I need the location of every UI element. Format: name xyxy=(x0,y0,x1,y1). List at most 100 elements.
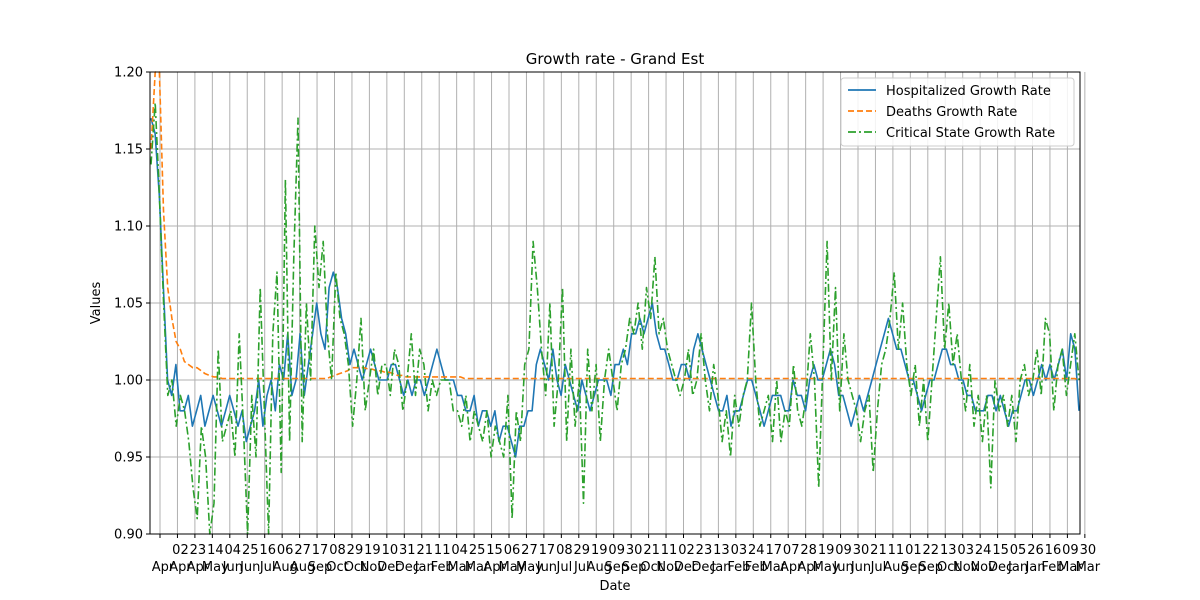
x-tick-month-label: Jun xyxy=(239,560,260,575)
x-tick-month-label: Aug xyxy=(272,560,297,575)
x-tick-month-label: Dec xyxy=(691,560,716,575)
x-tick-month-label: Jul xyxy=(259,560,276,575)
x-tick-day-label: 22 xyxy=(923,543,940,558)
x-tick-day-label: 15 xyxy=(992,543,1009,558)
x-tick-month-label: Nov xyxy=(360,560,386,575)
x-tick-month-label: Jul xyxy=(573,560,590,575)
x-tick-month-label: Jun xyxy=(536,560,557,575)
x-tick-day-label: 03 xyxy=(957,543,974,558)
y-axis-title: Values xyxy=(89,282,104,325)
x-tick-month-label: Nov xyxy=(970,560,996,575)
x-tick-day-label: 19 xyxy=(364,543,381,558)
x-tick-month-label: Mar xyxy=(1076,560,1101,575)
x-tick-month-label: Nov xyxy=(656,560,682,575)
x-tick-day-label: 29 xyxy=(347,543,364,558)
x-tick-day-label: 17 xyxy=(312,543,329,558)
x-tick-day-label: 27 xyxy=(294,543,311,558)
x-tick-day-label: 08 xyxy=(329,543,346,558)
x-tick-day-label: 28 xyxy=(800,543,817,558)
x-tick-month-label: Apr xyxy=(797,560,820,575)
y-tick-label: 1.05 xyxy=(114,297,143,312)
y-tick-label: 0.90 xyxy=(114,528,143,543)
y-tick-label: 1.00 xyxy=(114,374,143,389)
x-tick-month-label: Sep xyxy=(308,560,333,575)
x-tick-month-label: May xyxy=(202,560,229,575)
series-line-3 xyxy=(150,102,1080,535)
x-tick-day-label: 16 xyxy=(259,543,276,558)
x-tick-month-label: Mar xyxy=(761,560,786,575)
x-tick-day-label: 21 xyxy=(870,543,887,558)
x-tick-day-label: 19 xyxy=(591,543,608,558)
x-tick-day-label: 30 xyxy=(1080,543,1097,558)
x-tick-day-label: 19 xyxy=(818,543,835,558)
x-tick-month-label: Feb xyxy=(431,560,454,575)
x-tick-day-label: 25 xyxy=(469,543,486,558)
chart-title: Growth rate - Grand Est xyxy=(526,50,705,68)
x-tick-day-label: 11 xyxy=(434,543,451,558)
x-tick-month-label: Nov xyxy=(953,560,979,575)
y-tick-label: 1.20 xyxy=(114,66,143,81)
x-tick-month-label: Sep xyxy=(604,560,629,575)
x-tick-month-label: Dec xyxy=(395,560,420,575)
x-axis: Apr02Apr23Apr14May04Jun25Jun16Jul06Aug27… xyxy=(152,534,1101,575)
x-tick-day-label: 24 xyxy=(975,543,992,558)
x-tick-day-label: 30 xyxy=(853,543,870,558)
x-tick-month-label: Jun xyxy=(832,560,853,575)
x-tick-month-label: May xyxy=(813,560,840,575)
x-tick-day-label: 06 xyxy=(277,543,294,558)
x-tick-day-label: 24 xyxy=(748,543,765,558)
x-axis-title: Date xyxy=(599,579,630,594)
series-layer xyxy=(150,71,1080,535)
x-tick-month-label: Jun xyxy=(850,560,871,575)
x-tick-day-label: 05 xyxy=(1010,543,1027,558)
x-tick-day-label: 31 xyxy=(399,543,416,558)
x-tick-month-label: Jan xyxy=(710,560,731,575)
x-tick-month-label: Apr xyxy=(169,560,192,575)
x-tick-day-label: 10 xyxy=(382,543,399,558)
legend-label: Hospitalized Growth Rate xyxy=(886,84,1051,99)
x-tick-day-label: 13 xyxy=(713,543,730,558)
x-tick-month-label: Feb xyxy=(727,560,750,575)
x-tick-month-label: Oct xyxy=(937,560,959,575)
x-tick-month-label: Jan xyxy=(1007,560,1028,575)
x-tick-month-label: Apr xyxy=(483,560,506,575)
x-tick-month-label: Oct xyxy=(640,560,662,575)
x-tick-day-label: 25 xyxy=(242,543,259,558)
x-tick-month-label: Jan xyxy=(1024,560,1045,575)
x-tick-month-label: Aug xyxy=(290,560,315,575)
x-tick-day-label: 03 xyxy=(731,543,748,558)
x-tick-day-label: 04 xyxy=(225,543,242,558)
legend-label: Critical State Growth Rate xyxy=(886,126,1055,141)
x-tick-day-label: 09 xyxy=(1062,543,1079,558)
x-tick-day-label: 08 xyxy=(556,543,573,558)
x-tick-month-label: Apr xyxy=(187,560,210,575)
x-tick-month-label: Aug xyxy=(587,560,612,575)
x-tick-month-label: Sep xyxy=(901,560,926,575)
legend-label: Deaths Growth Rate xyxy=(886,105,1017,120)
x-tick-day-label: 16 xyxy=(1045,543,1062,558)
x-tick-day-label: 02 xyxy=(678,543,695,558)
x-tick-day-label: 11 xyxy=(888,543,905,558)
x-tick-day-label: 26 xyxy=(1027,543,1044,558)
x-tick-month-label: Jul xyxy=(556,560,573,575)
x-tick-month-label: Mar xyxy=(465,560,490,575)
x-tick-day-label: 14 xyxy=(207,543,224,558)
x-tick-day-label: 29 xyxy=(574,543,591,558)
x-tick-day-label: 06 xyxy=(504,543,521,558)
x-tick-month-label: Dec xyxy=(377,560,402,575)
grid-lines xyxy=(150,71,1086,535)
x-tick-month-label: Apr xyxy=(780,560,803,575)
x-tick-month-label: Jun xyxy=(222,560,243,575)
x-tick-day-label: 09 xyxy=(835,543,852,558)
x-tick-day-label: 30 xyxy=(626,543,643,558)
x-tick-day-label: 01 xyxy=(905,543,922,558)
y-tick-label: 1.15 xyxy=(114,143,143,158)
series-line-2 xyxy=(150,71,1080,381)
x-tick-day-label: 23 xyxy=(696,543,713,558)
x-tick-day-label: 21 xyxy=(643,543,660,558)
legend-box xyxy=(840,77,1075,147)
x-tick-month-label: Jul xyxy=(870,560,887,575)
x-tick-month-label: Sep xyxy=(622,560,647,575)
x-tick-month-label: Apr xyxy=(152,560,175,575)
